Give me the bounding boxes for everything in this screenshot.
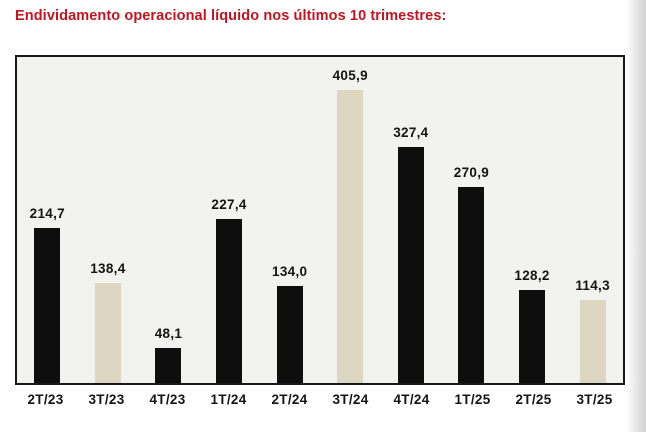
bar-value-label: 214,7: [29, 206, 65, 221]
x-axis-label: 3T/25: [576, 392, 613, 407]
bar-value-label: 134,0: [272, 264, 308, 279]
bar-group: 128,2: [502, 268, 563, 383]
page-edge-shadow: [626, 0, 646, 432]
bar-value-label: 327,4: [393, 125, 429, 140]
x-axis-label: 3T/24: [332, 392, 369, 407]
bar: [579, 300, 606, 383]
bar: [276, 286, 303, 383]
bar: [155, 348, 182, 383]
chart-title: Endividamento operacional líquido nos úl…: [15, 8, 447, 24]
x-axis-label: 4T/23: [149, 392, 186, 407]
x-axis: 2T/23 3T/23 4T/23 1T/24 2T/24 3T/24 4T/24 1T/25…: [15, 392, 625, 407]
bars-container: 214,7 138,4 48,1 227,4 134,0 405,9 327,4 270,9 1…: [17, 57, 623, 383]
bar: [519, 290, 546, 383]
bar-group: 270,9: [441, 165, 502, 383]
bar-value-label: 128,2: [514, 268, 550, 283]
bar-group: 138,4: [78, 261, 139, 383]
bar: [94, 283, 121, 383]
bar: [34, 228, 61, 383]
bar-value-label: 138,4: [90, 261, 126, 276]
bar-group: 134,0: [259, 264, 320, 383]
bar-value-label: 227,4: [211, 197, 247, 212]
bar-group: 405,9: [320, 68, 381, 383]
bar-value-label: 48,1: [154, 326, 183, 341]
bar: [397, 147, 424, 383]
chart-plot-area: 214,7 138,4 48,1 227,4 134,0 405,9 327,4 270,9 1…: [15, 55, 625, 385]
bar: [216, 219, 243, 383]
bar: [458, 187, 485, 383]
x-axis-label: 2T/25: [515, 392, 552, 407]
bar-value-label: 270,9: [453, 165, 490, 180]
bar-group: 48,1: [138, 326, 199, 383]
bar-value-label: 114,3: [575, 278, 610, 293]
x-axis-label: 2T/24: [271, 392, 308, 407]
bar-group: 327,4: [381, 125, 442, 383]
x-axis-label: 3T/23: [88, 392, 125, 407]
x-axis-label: 4T/24: [393, 392, 430, 407]
bar-group: 214,7: [17, 206, 78, 383]
bar-group: 227,4: [199, 197, 260, 383]
bar: [337, 90, 364, 383]
bar-value-label: 405,9: [332, 68, 368, 83]
x-axis-label: 1T/25: [454, 392, 491, 407]
x-axis-label: 1T/24: [210, 392, 247, 407]
bar-group: 114,3: [562, 278, 623, 383]
x-axis-label: 2T/23: [27, 392, 64, 407]
